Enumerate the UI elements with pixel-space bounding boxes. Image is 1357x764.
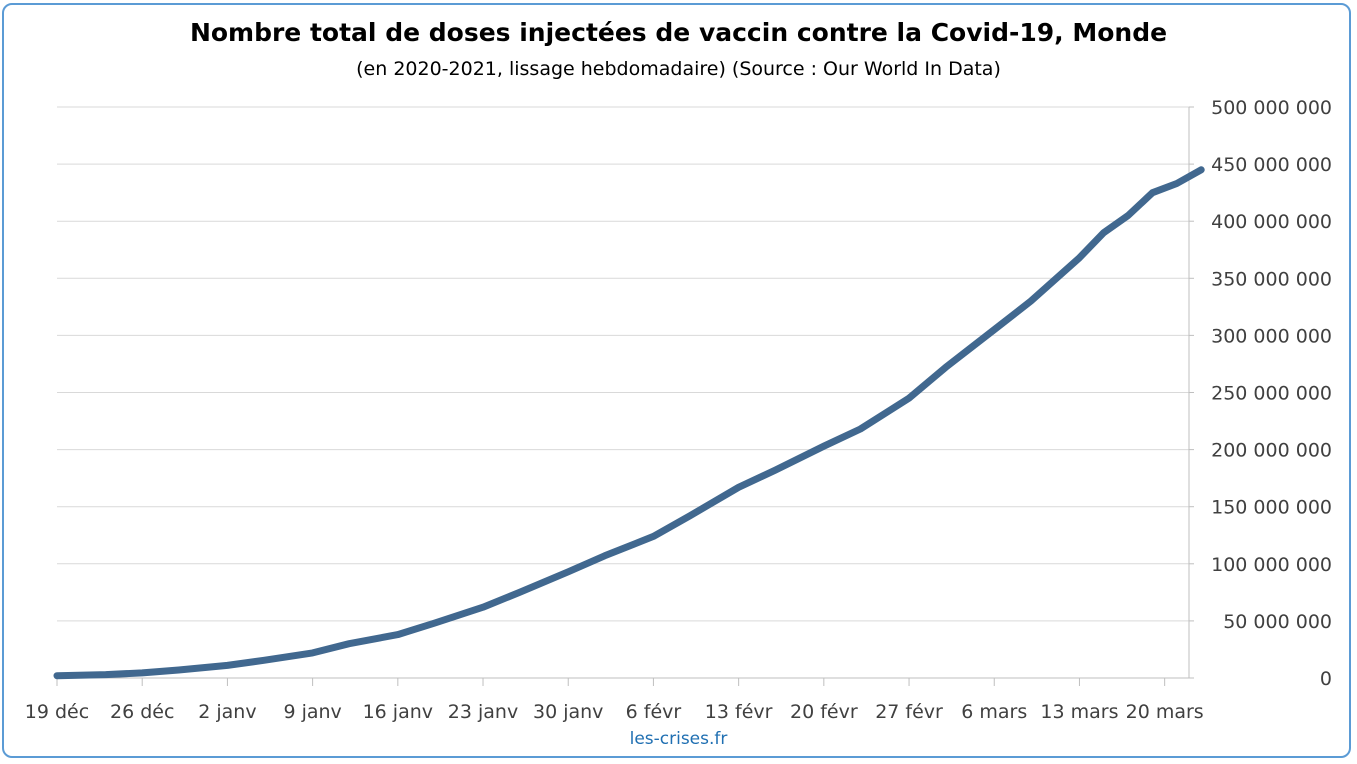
x-tick-label: 19 déc: [25, 701, 89, 723]
y-tick-label: 100 000 000: [1211, 554, 1332, 576]
x-tick-label: 13 mars: [1040, 701, 1118, 723]
x-tick-label: 2 janv: [198, 701, 256, 723]
y-tick-label: 450 000 000: [1211, 154, 1332, 176]
x-axis-tick-labels: 19 déc 26 déc 2 janv 9 janv 16 janv 23 janv 30…: [25, 701, 1204, 723]
x-tick-label: 13 févr: [705, 701, 773, 723]
x-tick-label: 23 janv: [448, 701, 518, 723]
x-tick-label: 9 janv: [283, 701, 341, 723]
axes: [56, 106, 1194, 686]
y-tick-label: 350 000 000: [1211, 268, 1332, 290]
x-tick-label: 27 févr: [875, 701, 943, 723]
x-tick-label: 20 févr: [790, 701, 858, 723]
x-tick-label: 20 mars: [1126, 701, 1204, 723]
series-line: [53, 166, 1205, 680]
chart-frame: [2, 3, 1351, 758]
y-tick-label: 50 000 000: [1223, 611, 1332, 633]
y-tick-label: 400 000 000: [1211, 211, 1332, 233]
x-tick-label: 16 janv: [363, 701, 433, 723]
y-tick-label: 0: [1320, 668, 1332, 690]
source-credit: les-crises.fr: [629, 729, 728, 749]
y-tick-label: 150 000 000: [1211, 497, 1332, 519]
y-tick-label: 300 000 000: [1211, 325, 1332, 347]
x-tick-label: 30 janv: [533, 701, 603, 723]
y-tick-label: 200 000 000: [1211, 440, 1332, 462]
y-tick-label: 500 000 000: [1211, 97, 1332, 119]
x-tick-label: 26 déc: [110, 701, 174, 723]
chart-title: Nombre total de doses injectées de vacci…: [189, 18, 1168, 47]
gridlines: [57, 106, 1189, 622]
y-tick-label: 250 000 000: [1211, 383, 1332, 405]
chart-subtitle: (en 2020-2021, lissage hebdomadaire) (So…: [356, 58, 1001, 80]
x-tick-label: 6 févr: [626, 701, 682, 723]
x-tick-label: 6 mars: [961, 701, 1027, 723]
y-axis-tick-labels: 0 50 000 000 100 000 000 150 000 000 200 000…: [1211, 97, 1332, 690]
series-group: [53, 166, 1205, 680]
